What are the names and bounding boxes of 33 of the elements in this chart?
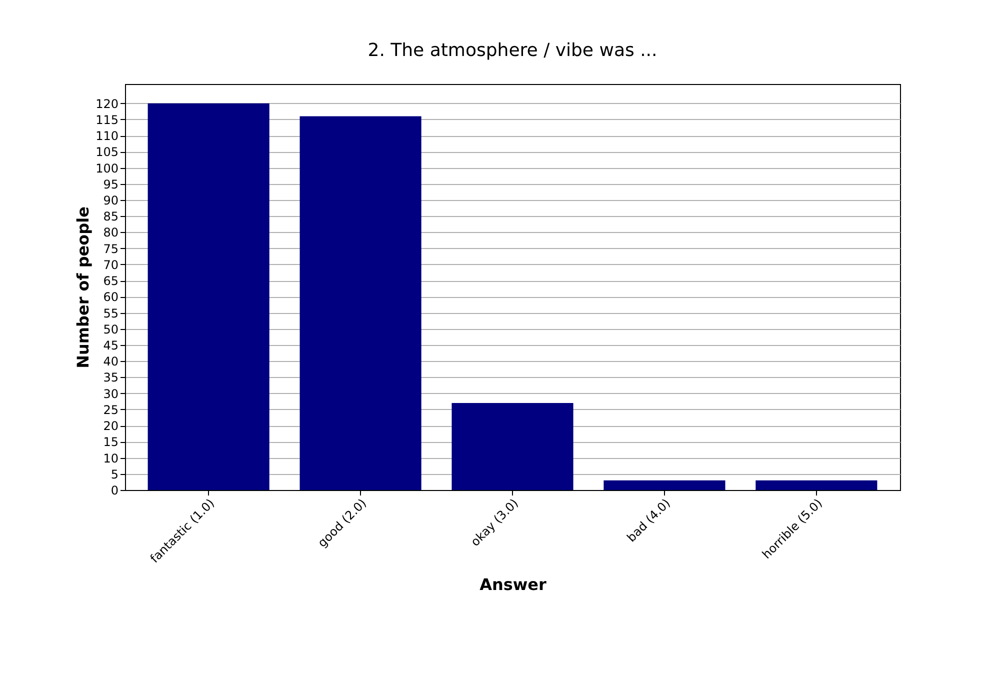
y-tick-label: 35 xyxy=(103,370,118,385)
y-tick-label: 45 xyxy=(103,338,118,352)
y-tick-label: 30 xyxy=(103,386,118,401)
y-tick-label: 90 xyxy=(103,194,118,208)
y-axis-title: Number of people xyxy=(74,206,93,368)
y-tick-label: 75 xyxy=(103,242,118,256)
y-tick-label: 50 xyxy=(103,322,118,336)
bar xyxy=(452,403,574,490)
y-tick-label: 100 xyxy=(96,161,118,176)
bar xyxy=(604,480,726,490)
bar xyxy=(756,480,878,490)
y-tick-label: 80 xyxy=(103,226,118,240)
y-tick-label: 25 xyxy=(103,402,118,417)
y-tick-label: 15 xyxy=(103,435,118,450)
bar xyxy=(300,116,422,490)
y-tick-label: 5 xyxy=(110,467,118,482)
y-tick-label: 0 xyxy=(110,484,118,498)
y-tick-label: 70 xyxy=(103,258,118,272)
y-tick-label: 60 xyxy=(103,290,118,304)
y-tick-label: 95 xyxy=(103,177,118,192)
y-tick-label: 105 xyxy=(96,145,118,160)
y-tick-label: 40 xyxy=(103,354,118,369)
x-axis-title: Answer xyxy=(480,574,547,594)
y-tick-label: 20 xyxy=(103,419,118,434)
y-tick-label: 115 xyxy=(96,112,118,127)
chart-title: 2. The atmosphere / vibe was ... xyxy=(368,40,658,61)
y-tick-label: 110 xyxy=(96,129,118,144)
y-tick-label: 65 xyxy=(103,274,118,288)
bar xyxy=(148,103,270,490)
y-tick-label: 120 xyxy=(96,96,118,111)
y-tick-label: 85 xyxy=(103,210,118,224)
y-tick-label: 55 xyxy=(103,306,118,320)
y-tick-label: 10 xyxy=(103,451,118,466)
